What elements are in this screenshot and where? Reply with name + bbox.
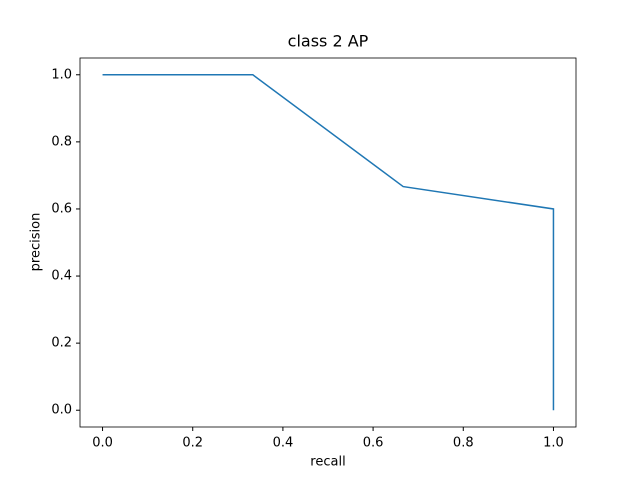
- plot-frame: [79, 57, 577, 428]
- x-tick-label: 0.0: [92, 436, 113, 451]
- chart-title: class 2 AP: [288, 32, 369, 51]
- x-tick-label: 0.2: [182, 436, 203, 451]
- x-axis-label: recall: [310, 455, 345, 470]
- y-tick-label: 0.2: [51, 336, 72, 351]
- y-axis-label: precision: [29, 213, 44, 272]
- y-tick-label: 0.6: [51, 201, 72, 216]
- x-tick-label: 1.0: [543, 436, 564, 451]
- y-tick-label: 0.8: [51, 134, 72, 149]
- x-tick-label: 0.8: [453, 436, 474, 451]
- y-tick-label: 0.4: [51, 269, 72, 284]
- y-tick-label: 1.0: [51, 67, 72, 82]
- x-tick-label: 0.4: [273, 436, 294, 451]
- x-tick-label: 0.6: [363, 436, 384, 451]
- y-tick-label: 0.0: [51, 403, 72, 418]
- line: [102, 74, 555, 411]
